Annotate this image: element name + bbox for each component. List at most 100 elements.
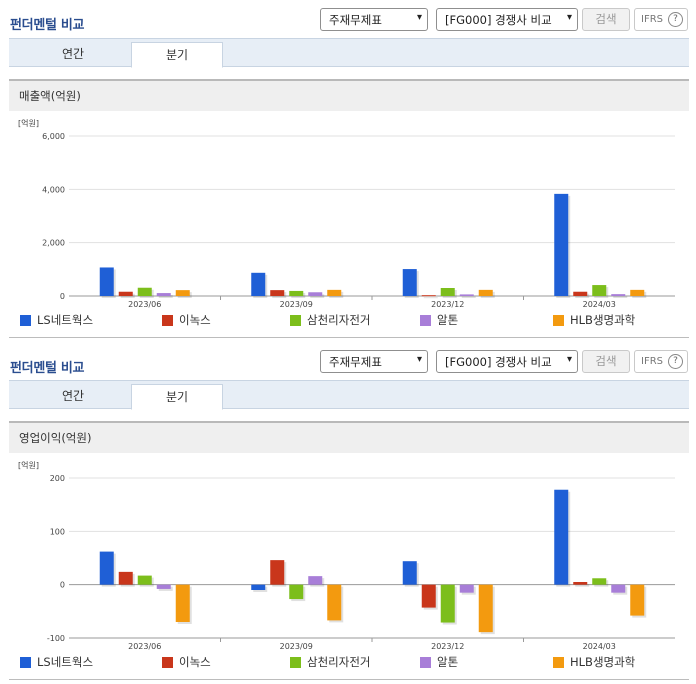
- y-tick-label: 2,000: [42, 239, 65, 248]
- bar: [478, 584, 493, 633]
- bar: [630, 584, 645, 616]
- tab-quarter[interactable]: 분기: [131, 42, 223, 68]
- fundamental-section-operating-profit: 펀더멘털 비교 주재무제표 ▾ [FG000] 경쟁사 비교 ▾ 검색 IFRS…: [0, 342, 696, 684]
- divider: [9, 337, 689, 338]
- legend-label: 삼천리자전거: [307, 655, 371, 669]
- chevron-down-icon: ▾: [566, 12, 572, 23]
- bar: [421, 584, 436, 608]
- x-tick-label: 2023/09: [280, 300, 313, 309]
- legend-item[interactable]: 알톤: [420, 654, 458, 670]
- bar: [175, 290, 190, 296]
- bar: [251, 272, 266, 296]
- chart-subtitle: 영업이익(억원): [9, 421, 689, 453]
- legend-item[interactable]: LS네트웍스: [20, 312, 93, 328]
- bar: [440, 584, 455, 623]
- bar: [554, 193, 569, 296]
- bar: [611, 294, 626, 296]
- x-tick-label: 2023/12: [431, 300, 464, 309]
- chevron-down-icon: ▾: [416, 12, 422, 23]
- bar: [327, 584, 342, 621]
- legend-item[interactable]: 삼천리자전거: [290, 654, 370, 670]
- legend-item[interactable]: 삼천리자전거: [290, 312, 370, 328]
- bar: [630, 289, 645, 296]
- bar: [573, 582, 588, 585]
- help-icon: ?: [668, 354, 683, 369]
- legend-swatch: [420, 314, 431, 326]
- bar: [459, 584, 474, 593]
- divider: [9, 679, 689, 680]
- bar: [402, 561, 417, 585]
- legend-label: 이녹스: [179, 313, 211, 327]
- legend-label: 알톤: [437, 313, 459, 327]
- bar: [156, 293, 171, 296]
- bar: [251, 584, 266, 590]
- y-tick-label: -100: [47, 634, 65, 643]
- bar: [327, 289, 342, 296]
- x-tick-label: 2024/03: [583, 300, 616, 309]
- legend-label: HLB생명과학: [570, 655, 636, 669]
- legend-swatch: [553, 314, 564, 326]
- x-tick-label: 2023/12: [431, 642, 464, 651]
- chart-legend: LS네트웍스 이녹스 삼천리자전거 알톤 HLB생명과학: [20, 654, 680, 672]
- compare-select-value: [FG000] 경쟁사 비교: [445, 354, 552, 369]
- bar: [270, 560, 285, 585]
- legend-item[interactable]: LS네트웍스: [20, 654, 93, 670]
- bar-shadow: [461, 296, 476, 298]
- y-tick-label: 0: [60, 292, 65, 301]
- bar: [99, 551, 114, 585]
- statement-select[interactable]: 주재무제표 ▾: [320, 350, 428, 373]
- legend-swatch: [162, 656, 173, 668]
- bar: [421, 295, 436, 297]
- compare-select[interactable]: [FG000] 경쟁사 비교 ▾: [436, 8, 578, 31]
- x-tick-label: 2023/06: [128, 642, 161, 651]
- legend-item[interactable]: HLB생명과학: [553, 312, 635, 328]
- chevron-down-icon: ▾: [416, 354, 422, 365]
- legend-label: LS네트웍스: [37, 655, 94, 669]
- legend-item[interactable]: 이녹스: [162, 312, 211, 328]
- compare-select[interactable]: [FG000] 경쟁사 비교 ▾: [436, 350, 578, 373]
- legend-item[interactable]: 알톤: [420, 312, 458, 328]
- legend-label: HLB생명과학: [570, 313, 636, 327]
- search-button[interactable]: 검색: [582, 8, 630, 31]
- bar: [156, 584, 171, 589]
- bar: [175, 584, 190, 622]
- help-icon: ?: [668, 12, 683, 27]
- ifrs-label: IFRS: [641, 14, 663, 25]
- tab-annual[interactable]: 연간: [61, 389, 85, 403]
- bar: [478, 289, 493, 296]
- ifrs-help-button[interactable]: IFRS ?: [634, 8, 688, 31]
- legend-label: 삼천리자전거: [307, 313, 371, 327]
- ifrs-help-button[interactable]: IFRS ?: [634, 350, 688, 373]
- chevron-down-icon: ▾: [566, 354, 572, 365]
- legend-swatch: [553, 656, 564, 668]
- legend-label: 알톤: [437, 655, 459, 669]
- y-tick-label: 100: [50, 527, 65, 536]
- bar: [459, 294, 474, 296]
- fundamental-section-revenue: 펀더멘털 비교 주재무제표 ▾ [FG000] 경쟁사 비교 ▾ 검색 IFRS…: [9, 8, 689, 338]
- legend-item[interactable]: HLB생명과학: [553, 654, 635, 670]
- search-button[interactable]: 검색: [582, 350, 630, 373]
- x-tick-label: 2023/09: [280, 642, 313, 651]
- bar: [118, 571, 133, 585]
- tab-quarter[interactable]: 분기: [131, 384, 223, 410]
- legend-swatch: [290, 314, 301, 326]
- statement-select-value: 주재무제표: [329, 12, 382, 27]
- chart-legend: LS네트웍스 이녹스 삼천리자전거 알톤 HLB생명과학: [20, 312, 680, 330]
- tab-annual[interactable]: 연간: [61, 47, 85, 61]
- legend-swatch: [290, 656, 301, 668]
- revenue-bar-chart: [억원] 0 2,000 4,000 6,000 2023/06 2023/09 2023/1…: [18, 118, 675, 309]
- legend-label: LS네트웍스: [37, 313, 94, 327]
- bar: [99, 267, 114, 296]
- bar: [611, 584, 626, 593]
- legend-swatch: [420, 656, 431, 668]
- bar-shadow: [423, 297, 438, 299]
- y-tick-label: 0: [60, 581, 65, 590]
- compare-select-value: [FG000] 경쟁사 비교: [445, 12, 552, 27]
- bar: [308, 292, 323, 296]
- chart-subtitle: 매출액(억원): [9, 79, 689, 111]
- bar: [402, 269, 417, 296]
- statement-select[interactable]: 주재무제표 ▾: [320, 8, 428, 31]
- legend-item[interactable]: 이녹스: [162, 654, 211, 670]
- period-tabbar: 연간 분기: [9, 38, 689, 68]
- bar: [554, 489, 569, 585]
